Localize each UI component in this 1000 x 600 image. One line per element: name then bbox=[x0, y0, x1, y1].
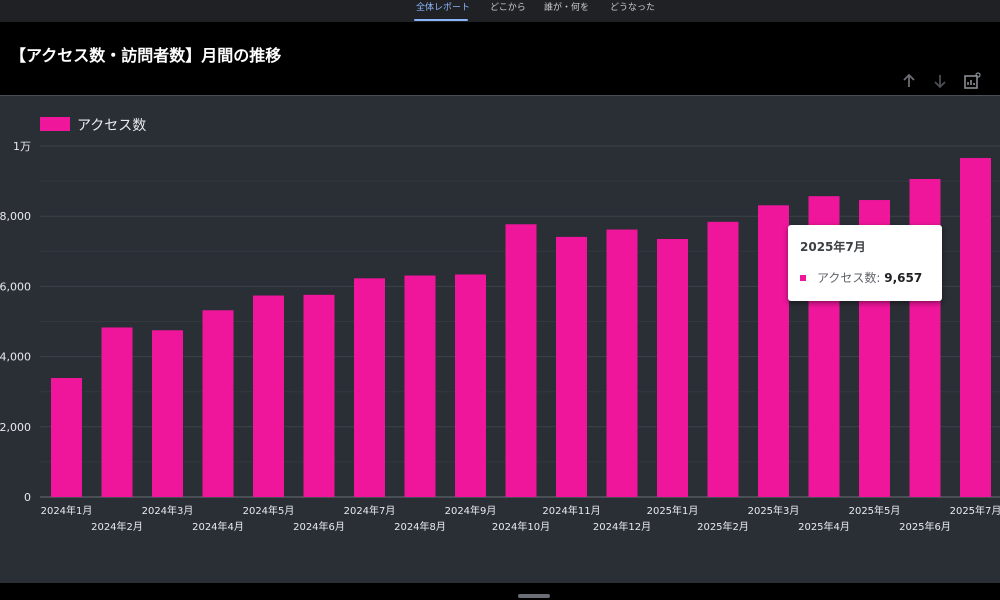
bar bbox=[303, 294, 335, 497]
drag-handle[interactable] bbox=[518, 594, 550, 598]
x-tick-label: 2024年9月 bbox=[445, 504, 497, 517]
footer-bar bbox=[0, 583, 1000, 600]
bar-chart: 0 2,000 4,000 6,000 8,000 1万 2024年1月 2024年2月 202… bbox=[0, 140, 1000, 533]
x-tick-label: 2025年1月 bbox=[647, 504, 699, 517]
bar bbox=[455, 274, 486, 497]
x-tick-label: 2024年11月 bbox=[542, 504, 600, 517]
y-tick-label: 6,000 bbox=[0, 280, 31, 293]
x-tick-label: 2024年1月 bbox=[41, 504, 93, 517]
bar bbox=[202, 310, 234, 497]
y-tick-label: 1万 bbox=[13, 140, 31, 153]
x-tick-label: 2024年6月 bbox=[293, 520, 345, 533]
x-tick-label: 2024年12月 bbox=[593, 520, 651, 533]
x-tick-label: 2024年5月 bbox=[243, 504, 295, 517]
chart-header: 【アクセス数・訪問者数】月間の推移 bbox=[0, 22, 1000, 94]
y-tick-label: 2,000 bbox=[0, 421, 31, 434]
bar bbox=[253, 295, 284, 497]
tab-where-from[interactable]: どこから bbox=[490, 3, 526, 13]
legend-swatch bbox=[40, 117, 70, 131]
data-tooltip: 2025年7月 アクセス数: 9,657 bbox=[788, 225, 942, 301]
tooltip-row: アクセス数: 9,657 bbox=[817, 269, 922, 286]
x-tick-label: 2025年2月 bbox=[697, 520, 749, 533]
tooltip-value: 9,657 bbox=[884, 271, 923, 285]
report-nav: 全体レポート どこから 誰が・何を どうなった bbox=[0, 0, 1000, 22]
x-tick-label: 2025年6月 bbox=[899, 520, 951, 533]
x-tick-label: 2025年5月 bbox=[849, 504, 901, 517]
x-tick-label: 2024年10月 bbox=[492, 520, 550, 533]
tab-overall-report[interactable]: 全体レポート bbox=[416, 3, 471, 13]
legend-label: アクセス数 bbox=[77, 118, 147, 134]
bar bbox=[354, 278, 385, 497]
tooltip-title: 2025年7月 bbox=[800, 240, 866, 254]
y-tick-label: 4,000 bbox=[0, 351, 31, 364]
x-tick-label: 2024年7月 bbox=[344, 504, 396, 517]
bar bbox=[505, 224, 537, 497]
tab-outcome[interactable]: どうなった bbox=[610, 3, 656, 13]
chart-settings-icon[interactable] bbox=[963, 72, 981, 90]
bar bbox=[707, 221, 739, 497]
x-tick-label: 2025年4月 bbox=[798, 520, 850, 533]
bar bbox=[657, 239, 688, 497]
bar bbox=[606, 229, 638, 497]
bar bbox=[101, 327, 133, 497]
y-tick-label: 8,000 bbox=[0, 210, 31, 223]
x-tick-label: 2025年3月 bbox=[748, 504, 800, 517]
x-tick-label: 2024年3月 bbox=[142, 504, 194, 517]
arrow-up-icon[interactable] bbox=[900, 72, 918, 90]
active-tab-indicator bbox=[414, 19, 468, 21]
bar bbox=[960, 158, 991, 497]
tooltip-label: アクセス数: bbox=[817, 271, 885, 285]
bar bbox=[152, 330, 183, 497]
x-tick-label: 2024年8月 bbox=[394, 520, 446, 533]
x-tick-label: 2024年4月 bbox=[192, 520, 244, 533]
tooltip-series-marker bbox=[800, 275, 806, 281]
bar bbox=[51, 378, 82, 497]
bar bbox=[758, 205, 789, 497]
arrow-down-icon[interactable] bbox=[931, 72, 949, 90]
page-title: 【アクセス数・訪問者数】月間の推移 bbox=[10, 46, 282, 65]
bar bbox=[404, 275, 436, 497]
x-tick-label: 2024年2月 bbox=[91, 520, 143, 533]
y-tick-label: 0 bbox=[24, 491, 31, 504]
tab-who-what[interactable]: 誰が・何を bbox=[544, 3, 590, 13]
bar bbox=[556, 236, 587, 497]
x-tick-label: 2025年7月 bbox=[950, 504, 1000, 517]
